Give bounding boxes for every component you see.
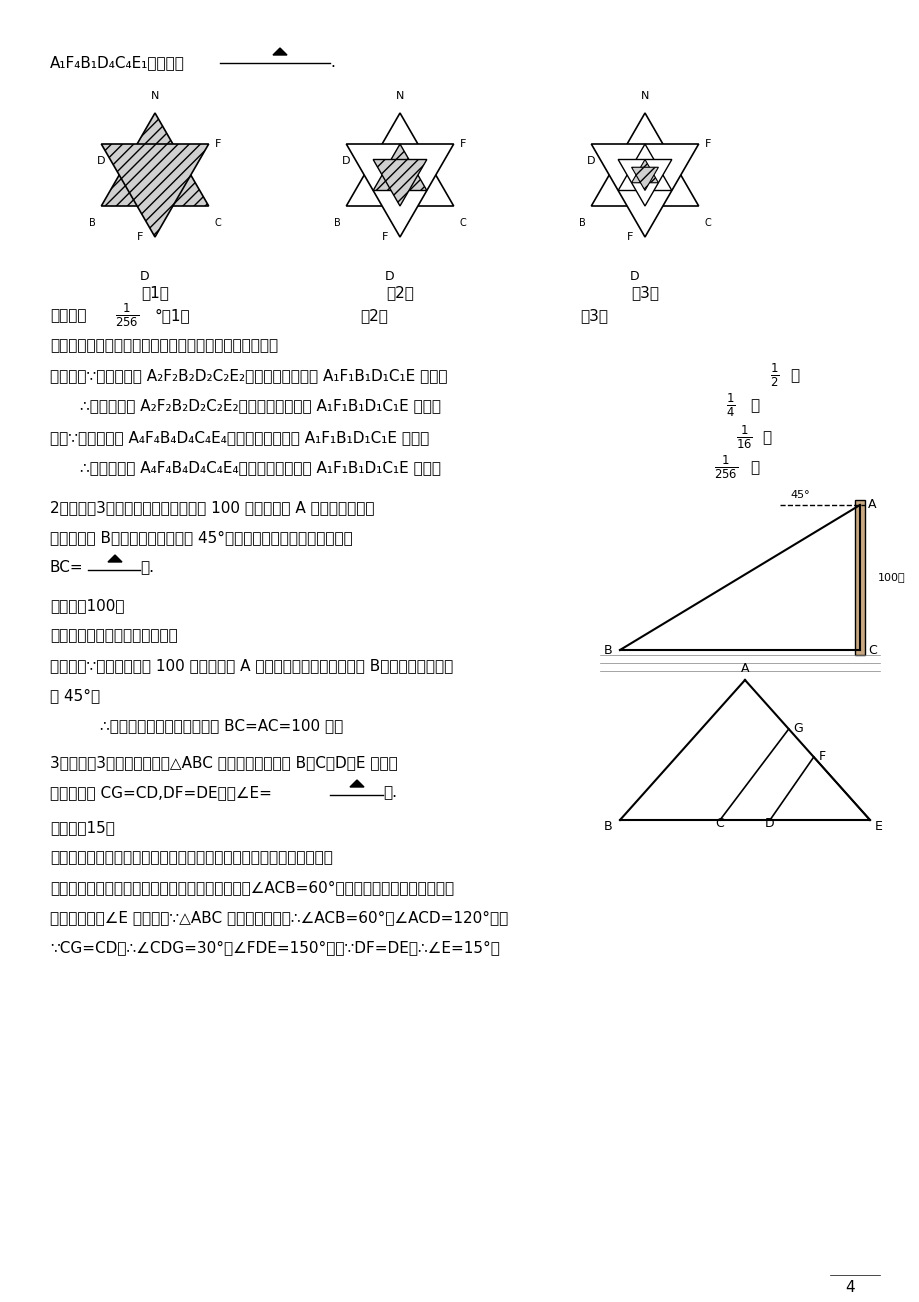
- Text: F: F: [818, 750, 825, 763]
- Text: E: E: [874, 820, 882, 833]
- Text: 【答案】: 【答案】: [50, 309, 86, 323]
- Text: （3）: （3）: [579, 309, 607, 323]
- Polygon shape: [346, 145, 453, 237]
- Text: $\frac{1}{16}$: $\frac{1}{16}$: [735, 424, 752, 452]
- Text: 【考点】等边三角形的性质，三角形的外角性质，等腰三角形的性质。: 【考点】等边三角形的性质，三角形的外角性质，等腰三角形的性质。: [50, 850, 333, 865]
- Text: ∵CG=CD，∴∠CDG=30°，∠FDE=150°。又∵DF=DE，∴∠E=15°。: ∵CG=CD，∴∠CDG=30°，∠FDE=150°。又∵DF=DE，∴∠E=1…: [50, 940, 499, 954]
- Text: ，: ，: [761, 430, 770, 445]
- Text: $\frac{1}{256}$: $\frac{1}{256}$: [115, 302, 139, 329]
- Text: $\frac{1}{256}$: $\frac{1}{256}$: [713, 454, 737, 482]
- Text: D: D: [586, 156, 595, 165]
- Text: 100米: 100米: [877, 572, 904, 582]
- Text: F: F: [704, 139, 710, 148]
- Text: B: B: [578, 217, 584, 228]
- Text: ∴正六角星形 A₂F₂B₂D₂C₂E₂面积是正六角星形 A₁F₁B₁D₁C₁E 面积的: ∴正六角星形 A₂F₂B₂D₂C₂E₂面积是正六角星形 A₁F₁B₁D₁C₁E …: [80, 398, 440, 413]
- Text: D: D: [342, 156, 350, 165]
- Text: N: N: [151, 91, 159, 102]
- Text: 同理∵正六角星形 A₄F₄B₄D₄C₄E₄边长是正六角星形 A₁F₁B₁D₁C₁E 边长的: 同理∵正六角星形 A₄F₄B₄D₄C₄E₄边长是正六角星形 A₁F₁B₁D₁C₁…: [50, 430, 429, 445]
- Polygon shape: [591, 145, 698, 237]
- Text: 2．（茂名3分）如图，在高出海平面 100 米的悬崖顶 A 处，观测海平面: 2．（茂名3分）如图，在高出海平面 100 米的悬崖顶 A 处，观测海平面: [50, 500, 374, 516]
- Text: 。: 。: [749, 398, 758, 413]
- Text: BC=: BC=: [50, 560, 84, 575]
- Text: F: F: [626, 232, 632, 242]
- Text: 3．（茂名3分）如图，已知△ABC 是等边三角形，点 B、C、D、E 在同一: 3．（茂名3分）如图，已知△ABC 是等边三角形，点 B、C、D、E 在同一: [50, 755, 397, 769]
- Text: B: B: [603, 643, 611, 656]
- Polygon shape: [630, 160, 658, 182]
- Text: D: D: [630, 270, 639, 283]
- Text: F: F: [381, 232, 388, 242]
- Text: 【分析】根据等边三角形三个角相等的性质，可知∠ACB=60°，根据等腰三角形底角相等的: 【分析】根据等边三角形三个角相等的性质，可知∠ACB=60°，根据等腰三角形底角…: [50, 880, 454, 894]
- Text: 【分析】∵在高出海平面 100 米的悬崖顶 A 处，观测海平面上一艘小船 B，并测得它的俯角: 【分析】∵在高出海平面 100 米的悬崖顶 A 处，观测海平面上一艘小船 B，并…: [50, 658, 453, 673]
- Text: 上一艘小船 B，并测得它的俯角为 45°，则船与观测者之间的水平距离: 上一艘小船 B，并测得它的俯角为 45°，则船与观测者之间的水平距离: [50, 530, 352, 546]
- Text: C: C: [867, 643, 876, 656]
- Text: $\frac{1}{4}$: $\frac{1}{4}$: [725, 392, 734, 419]
- Text: （3）: （3）: [630, 285, 658, 299]
- Text: B: B: [334, 217, 340, 228]
- Text: C: C: [460, 217, 466, 228]
- Text: 直线上，且 CG=CD,DF=DE，则∠E=: 直线上，且 CG=CD,DF=DE，则∠E=: [50, 785, 272, 799]
- Text: B: B: [603, 820, 611, 833]
- Text: （2）: （2）: [386, 285, 414, 299]
- Polygon shape: [618, 145, 671, 190]
- Text: 【分析】∵正六角星形 A₂F₂B₂D₂C₂E₂边长是正六角星形 A₁F₁B₁D₁C₁E 边长的: 【分析】∵正六角星形 A₂F₂B₂D₂C₂E₂边长是正六角星形 A₁F₁B₁D₁…: [50, 368, 447, 383]
- Text: N: N: [395, 91, 403, 102]
- Text: A: A: [867, 499, 876, 512]
- Polygon shape: [273, 48, 287, 55]
- Text: （1）: （1）: [141, 285, 169, 299]
- Text: D: D: [765, 816, 774, 829]
- Text: G: G: [793, 723, 802, 736]
- Text: 。: 。: [749, 460, 758, 475]
- Polygon shape: [630, 167, 658, 190]
- Text: 度.: 度.: [382, 785, 397, 799]
- Polygon shape: [618, 160, 671, 206]
- Text: .: .: [330, 55, 335, 70]
- Text: 【答案】15。: 【答案】15。: [50, 820, 115, 835]
- Text: N: N: [641, 91, 649, 102]
- Polygon shape: [373, 160, 426, 206]
- Text: 米.: 米.: [140, 560, 153, 575]
- Text: B: B: [88, 217, 96, 228]
- Text: （2）: （2）: [359, 309, 388, 323]
- Text: 【考点】解直角三角形的应用。: 【考点】解直角三角形的应用。: [50, 628, 177, 643]
- Polygon shape: [108, 555, 122, 562]
- Text: F: F: [137, 232, 142, 242]
- Polygon shape: [373, 145, 426, 190]
- Text: D: D: [140, 270, 150, 283]
- Text: F: F: [214, 139, 221, 148]
- Polygon shape: [349, 780, 364, 786]
- Polygon shape: [101, 145, 209, 237]
- Text: 【答案】100。: 【答案】100。: [50, 598, 124, 613]
- Text: D: D: [96, 156, 106, 165]
- Text: ∴船与观测者之间的水平距离 BC=AC=100 米。: ∴船与观测者之间的水平距离 BC=AC=100 米。: [100, 717, 343, 733]
- Polygon shape: [591, 113, 698, 206]
- Text: A: A: [740, 661, 748, 674]
- Text: 45°: 45°: [789, 490, 809, 500]
- Text: ，: ，: [789, 368, 799, 383]
- Text: F: F: [460, 139, 466, 148]
- Text: °（1）: °（1）: [154, 309, 190, 323]
- Text: 【考点】相似形面积比是对应边的比的平方，类比归纳。: 【考点】相似形面积比是对应边的比的平方，类比归纳。: [50, 339, 278, 353]
- Text: C: C: [214, 217, 221, 228]
- Polygon shape: [101, 113, 209, 206]
- Text: A₁F₄B₁D₄C₄E₁的面积为: A₁F₄B₁D₄C₄E₁的面积为: [50, 55, 185, 70]
- Text: C: C: [715, 816, 723, 829]
- Text: D: D: [385, 270, 394, 283]
- Text: 4: 4: [845, 1280, 854, 1295]
- Text: C: C: [704, 217, 710, 228]
- Text: $\frac{1}{2}$: $\frac{1}{2}$: [769, 362, 778, 389]
- Text: 为 45°，: 为 45°，: [50, 687, 100, 703]
- Polygon shape: [346, 113, 453, 206]
- Polygon shape: [854, 500, 864, 655]
- Text: ∴正六角星形 A₄F₄B₄D₄C₄E₄面积是正六角星形 A₁F₁B₁D₁C₁E 面积的: ∴正六角星形 A₄F₄B₄D₄C₄E₄面积是正六角星形 A₁F₁B₁D₁C₁E …: [80, 460, 440, 475]
- Text: 性质即可得出∠E 的度数：∵△ABC 是等边三角形，∴∠ACB=60°，∠ACD=120°。又: 性质即可得出∠E 的度数：∵△ABC 是等边三角形，∴∠ACB=60°，∠ACD…: [50, 910, 507, 924]
